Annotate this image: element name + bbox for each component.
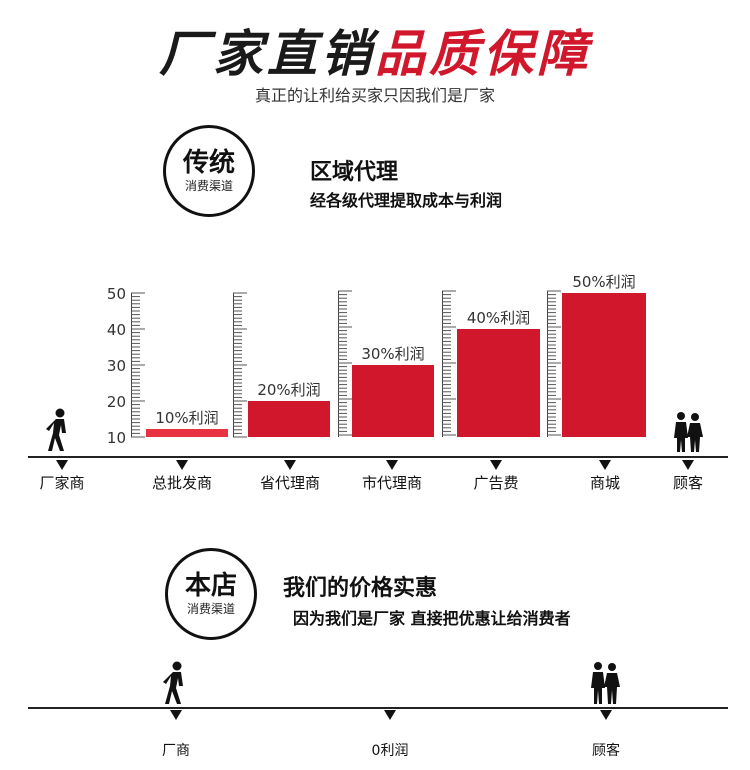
store-marker-3: [600, 710, 612, 720]
walker-icon: [46, 408, 66, 451]
page-subtitle: 真正的让利给买家只因我们是厂家: [254, 86, 495, 105]
category-label: 商城: [590, 474, 620, 492]
bar-2: [248, 401, 330, 437]
y-tick-label: 40: [107, 321, 126, 339]
chart-marker: [56, 460, 68, 470]
store-badge: 本店 消费渠道: [165, 548, 257, 640]
store-subheading: 因为我们是厂家 直接把优惠让给消费者: [293, 609, 571, 628]
couple-icon: [591, 662, 620, 704]
category-label: 广告费: [473, 474, 518, 492]
store-marker-2: [384, 710, 396, 720]
store-heading: 我们的价格实惠: [283, 576, 438, 601]
page-title: 厂家直销品质保障: [0, 14, 750, 86]
bar-data-label: 30%利润: [361, 345, 424, 363]
category-label: 省代理商: [260, 474, 320, 492]
category-label: 市代理商: [362, 474, 422, 492]
chart-marker: [599, 460, 611, 470]
category-label: 顾客: [673, 474, 703, 492]
traditional-subheading: 经各级代理提取成本与利润: [310, 191, 503, 210]
traditional-badge-sub: 消费渠道: [184, 179, 233, 193]
bar-data-label: 50%利润: [572, 273, 635, 291]
traditional-badge-main: 传统: [182, 148, 235, 178]
bar-data-label: 40%利润: [467, 309, 530, 327]
store-baseline: [28, 707, 728, 709]
bar-1: [146, 429, 228, 437]
store-badge-sub: 消费渠道: [186, 602, 235, 616]
store-marker-1: [170, 710, 182, 720]
category-label: 总批发商: [152, 474, 212, 492]
chart-marker: [176, 460, 188, 470]
y-tick-label: 10: [107, 429, 126, 447]
chart-marker: [682, 460, 694, 470]
chart-marker: [386, 460, 398, 470]
store-label-zero-profit: 0利润: [371, 743, 409, 759]
bar-4: [457, 329, 540, 437]
couple-icon: [674, 412, 703, 452]
walker-icon: [163, 661, 183, 704]
traditional-badge: 传统 消费渠道: [163, 125, 255, 217]
title-red: 品质保障: [375, 24, 591, 83]
category-label: 厂家商: [39, 474, 84, 492]
store-label-customer: 顾客: [592, 743, 620, 759]
bar-data-label: 20%利润: [257, 381, 320, 399]
title-black: 厂家直销: [159, 24, 375, 83]
traditional-heading: 区域代理: [310, 160, 399, 185]
y-tick-label: 20: [107, 393, 126, 411]
store-badge-main: 本店: [184, 571, 237, 601]
bar-5: [562, 293, 646, 437]
chart-marker: [490, 460, 502, 470]
bar-data-label: 10%利润: [155, 409, 218, 427]
bar-3: [352, 365, 434, 437]
y-tick-label: 30: [107, 357, 126, 375]
store-label-manufacturer: 厂商: [162, 743, 190, 759]
chart-marker: [284, 460, 296, 470]
chart-baseline: [28, 456, 728, 458]
y-tick-label: 50: [107, 285, 126, 303]
